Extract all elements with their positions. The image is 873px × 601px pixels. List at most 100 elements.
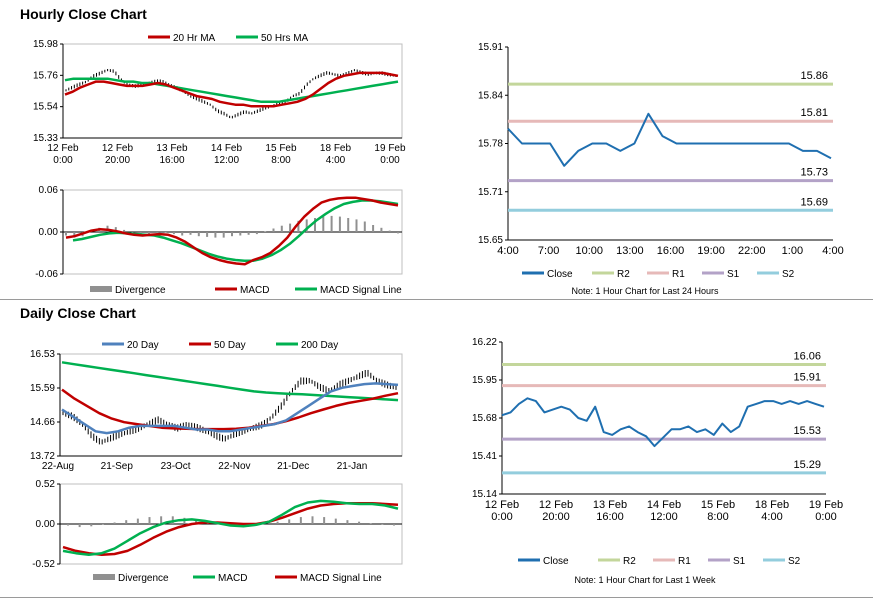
daily-levels-x-tick-label: 4:00: [761, 511, 782, 523]
hourly-macd-legend-label: MACD: [240, 285, 269, 296]
hourly-levels-x-tick-label: 7:00: [538, 245, 559, 257]
daily-levels-s1-label: 15.53: [793, 425, 821, 437]
daily-price-x-tick-label: 22-Nov: [218, 461, 250, 472]
hourly-macd-chart: 0.06 0.00 -0.06 Divergence MACD MACD Signal L…: [35, 185, 403, 296]
daily-macd-y-tick-label: -0.52: [32, 559, 55, 570]
hourly-levels-y-tick-label: 15.71: [478, 187, 503, 198]
hourly-levels-r1-label: 15.81: [800, 107, 828, 119]
daily-levels-legend-label: R2: [623, 556, 636, 567]
daily-macd-legend-swatch: [93, 574, 115, 580]
daily-levels-y-tick-label: 15.41: [472, 451, 497, 462]
hourly-macd-legend-label: MACD Signal Line: [320, 285, 402, 296]
daily-price-legend-label: 50 Day: [214, 340, 246, 351]
hourly-price-x-tick-label: 15 Feb: [265, 143, 297, 154]
hourly-20hr-ma-line: [64, 71, 399, 108]
hourly-levels-x-tick-label: 4:00: [822, 245, 843, 257]
daily-20-day-line: [61, 382, 399, 435]
hourly-levels-legend-label: S1: [727, 269, 740, 280]
hourly-levels-x-tick-label: 22:00: [738, 245, 766, 257]
hourly-price-x-tick-label: 19 Feb: [374, 143, 406, 154]
hourly-macd-y-tick-label: -0.06: [35, 269, 58, 280]
hourly-price-x-tick-label: 8:00: [271, 155, 291, 166]
daily-levels-r1-label: 15.91: [793, 372, 821, 384]
daily-levels-x-tick-label: 12 Feb: [485, 499, 519, 511]
hourly-price-y-tick-label: 15.98: [33, 39, 58, 50]
daily-macd-chart: 0.52 0.00 -0.52 Divergence MACD MACD Signal L…: [32, 480, 403, 584]
daily-macd-legend-label: MACD: [218, 573, 247, 584]
daily-price-y-tick-label: 14.66: [30, 417, 55, 428]
daily-price-y-tick-label: 15.59: [30, 383, 55, 394]
hourly-price-y-tick-label: 15.33: [33, 133, 58, 144]
hourly-price-plot-area: [62, 43, 403, 139]
daily-levels-x-tick-label: 19 Feb: [809, 499, 843, 511]
daily-price-legend-label: 200 Day: [301, 340, 338, 351]
section-divider: [0, 299, 873, 300]
daily-levels-legend-label: R1: [678, 556, 691, 567]
daily-levels-x-tick-label: 0:00: [815, 511, 836, 523]
hourly-levels-x-tick-label: 1:00: [782, 245, 803, 257]
hourly-price-x-tick-label: 0:00: [53, 155, 73, 166]
daily-levels-note: Note: 1 Hour Chart for Last 1 Week: [574, 575, 716, 585]
hourly-price-legend-label: 50 Hrs MA: [261, 33, 309, 44]
daily-levels-x-tick-label: 12:00: [650, 511, 678, 523]
daily-price-x-tick-label: 23-Oct: [161, 461, 191, 472]
daily-levels-x-tick-label: 15 Feb: [701, 499, 735, 511]
hourly-levels-x-tick-label: 4:00: [497, 245, 518, 257]
hourly-levels-legend-label: Close: [547, 269, 573, 280]
hourly-macd-y-tick-label: 0.00: [39, 227, 59, 238]
hourly-macd-line: [65, 196, 399, 266]
hourly-price-y-tick-label: 15.76: [33, 70, 58, 81]
daily-200-day-line: [61, 361, 399, 402]
daily-macd-y-tick-label: 0.00: [36, 519, 56, 530]
hourly-price-x-tick-label: 12:00: [214, 155, 239, 166]
hourly-price-x-tick-label: 12 Feb: [47, 143, 79, 154]
daily-levels-close-line: [501, 397, 825, 448]
daily-price-legend-label: 20 Day: [127, 340, 159, 351]
daily-levels-x-tick-label: 8:00: [707, 511, 728, 523]
hourly-levels-legend-label: S2: [782, 269, 795, 280]
hourly-macd-legend-swatch: [90, 286, 112, 292]
daily-price-x-tick-label: 21-Jan: [337, 461, 368, 472]
daily-levels-y-tick-label: 15.14: [472, 489, 497, 500]
daily-macd-legend-label: MACD Signal Line: [300, 573, 382, 584]
daily-levels-y-tick-label: 15.68: [472, 413, 497, 424]
daily-price-x-tick-label: 21-Dec: [277, 461, 309, 472]
hourly-price-x-tick-label: 20:00: [105, 155, 130, 166]
daily-50-day-line: [61, 388, 399, 431]
daily-levels-x-tick-label: 0:00: [491, 511, 512, 523]
hourly-price-x-tick-label: 14 Feb: [211, 143, 243, 154]
daily-macd-y-tick-label: 0.52: [36, 480, 56, 490]
daily-levels-legend-label: S1: [733, 556, 746, 567]
daily-price-x-tick-label: 22-Aug: [42, 461, 74, 472]
daily-levels-x-tick-label: 16:00: [596, 511, 624, 523]
daily-levels-x-tick-label: 20:00: [542, 511, 570, 523]
hourly-macd-signal-line: [72, 199, 399, 262]
hourly-levels-y-tick-label: 15.65: [478, 235, 503, 246]
daily-levels-legend-label: S2: [788, 556, 801, 567]
hourly-price-x-tick-label: 4:00: [326, 155, 346, 166]
hourly-levels-x-tick-label: 13:00: [616, 245, 644, 257]
daily-levels-y-tick-label: 15.95: [472, 375, 497, 386]
daily-levels-x-tick-label: 18 Feb: [755, 499, 789, 511]
hourly-macd-y-tick-label: 0.06: [39, 185, 59, 196]
hourly-levels-close-line: [507, 112, 832, 167]
daily-levels-x-tick-label: 13 Feb: [593, 499, 627, 511]
hourly-section-title: Hourly Close Chart: [20, 6, 147, 22]
hourly-levels-chart: 15.91 15.84 15.78 15.71 15.65 15.86 15.81 15.73…: [478, 42, 844, 280]
daily-levels-r2-label: 16.06: [793, 351, 821, 363]
daily-levels-chart: 16.22 15.95 15.68 15.41 15.14 16.06 15.91 15.53…: [472, 337, 843, 567]
hourly-levels-y-tick-label: 15.78: [478, 139, 503, 150]
daily-levels-y-tick-label: 16.22: [472, 337, 497, 348]
hourly-levels-x-tick-label: 19:00: [697, 245, 725, 257]
hourly-levels-legend-label: R1: [672, 269, 685, 280]
daily-section-title: Daily Close Chart: [20, 305, 136, 321]
hourly-50hr-ma-line: [64, 77, 399, 104]
hourly-levels-s1-label: 15.73: [800, 167, 828, 179]
hourly-price-x-tick-label: 16:00: [159, 155, 184, 166]
hourly-price-x-tick-label: 12 Feb: [102, 143, 134, 154]
daily-macd-line: [62, 499, 399, 557]
hourly-levels-legend-label: R2: [617, 269, 630, 280]
daily-price-x-tick-label: 21-Sep: [101, 461, 134, 472]
daily-macd-legend-label: Divergence: [118, 573, 169, 584]
